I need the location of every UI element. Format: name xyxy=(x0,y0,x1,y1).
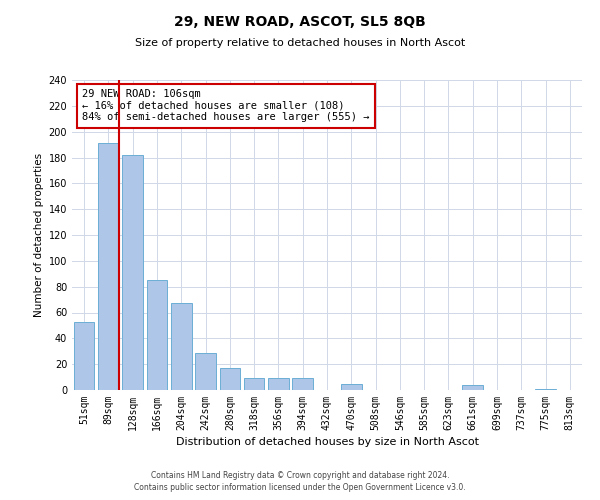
Bar xyxy=(220,368,240,390)
Bar xyxy=(171,304,191,390)
Text: 29, NEW ROAD, ASCOT, SL5 8QB: 29, NEW ROAD, ASCOT, SL5 8QB xyxy=(174,15,426,29)
Bar xyxy=(244,378,265,390)
Bar xyxy=(341,384,362,390)
Text: Size of property relative to detached houses in North Ascot: Size of property relative to detached ho… xyxy=(135,38,465,48)
Bar xyxy=(146,280,167,390)
X-axis label: Distribution of detached houses by size in North Ascot: Distribution of detached houses by size … xyxy=(176,437,479,447)
Text: Contains HM Land Registry data © Crown copyright and database right 2024.: Contains HM Land Registry data © Crown c… xyxy=(151,471,449,480)
Bar xyxy=(463,385,483,390)
Bar xyxy=(535,388,556,390)
Bar xyxy=(268,378,289,390)
Y-axis label: Number of detached properties: Number of detached properties xyxy=(34,153,44,317)
Bar xyxy=(292,378,313,390)
Bar xyxy=(98,144,119,390)
Bar xyxy=(122,155,143,390)
Bar xyxy=(74,322,94,390)
Text: 29 NEW ROAD: 106sqm
← 16% of detached houses are smaller (108)
84% of semi-detac: 29 NEW ROAD: 106sqm ← 16% of detached ho… xyxy=(82,90,370,122)
Bar xyxy=(195,352,216,390)
Text: Contains public sector information licensed under the Open Government Licence v3: Contains public sector information licen… xyxy=(134,484,466,492)
